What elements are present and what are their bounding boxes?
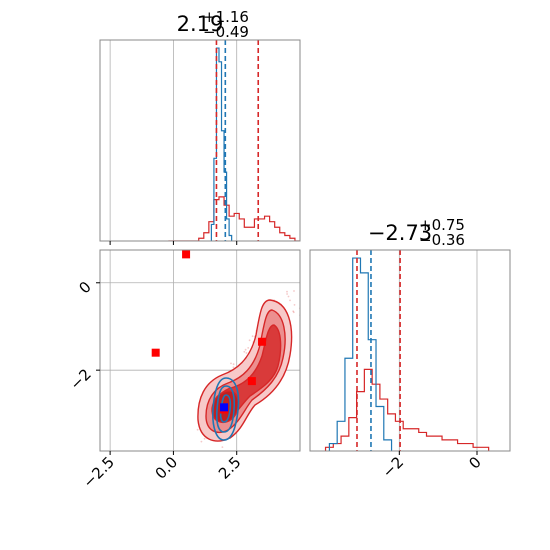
- quantile-lines: [356, 250, 401, 451]
- sample-point: [221, 446, 224, 448]
- sample-point: [287, 295, 290, 298]
- sample-point: [289, 299, 291, 302]
- blue-marker: [220, 403, 229, 412]
- title-minus-error: −0.49: [203, 23, 249, 41]
- sample-point: [243, 350, 246, 353]
- title-value: 2.19: [177, 12, 224, 36]
- parameter-markers: [151, 250, 267, 414]
- x-tick-label: −2.5: [79, 453, 117, 491]
- sample-point: [200, 440, 203, 443]
- red-marker: [247, 377, 256, 386]
- panel-title: −2.73: [368, 221, 432, 245]
- axes-frame: [99, 249, 301, 452]
- x-ticks: −2 0: [379, 451, 485, 481]
- y-tick-label: −2: [66, 365, 94, 393]
- grid: [398, 250, 478, 451]
- hist-top-left-panel: 2.19 +1.16 −0.49: [99, 8, 301, 245]
- grid: [109, 40, 238, 241]
- sample-point: [286, 290, 288, 293]
- hist-bottom-right-panel: −2 0 −2.73 +0.75 −0.36: [309, 216, 511, 481]
- sample-point: [292, 310, 295, 313]
- quantile-lines: [215, 40, 260, 241]
- axes-frame: [99, 39, 301, 242]
- blue-histogram: [210, 47, 233, 241]
- axes-frame: [309, 249, 511, 452]
- y-tick-label: 0: [75, 278, 94, 297]
- red-histogram: [324, 368, 490, 451]
- sample-point: [247, 347, 250, 349]
- blue-contour-outer: [212, 377, 240, 441]
- sample-point: [292, 311, 295, 314]
- sample-point: [248, 339, 251, 342]
- sample-point: [232, 363, 235, 366]
- sample-point: [293, 304, 296, 306]
- red-histogram: [168, 196, 300, 241]
- x-tick-label: 2.5: [215, 453, 245, 483]
- title-value: −2.73: [368, 221, 432, 245]
- contour-bottom-left-panel: −2.5 0.0 2.5 0 −2: [66, 249, 301, 492]
- x-tick-label: −2: [379, 453, 407, 481]
- sample-point: [251, 335, 254, 338]
- x-tick-label: 0.0: [152, 453, 182, 483]
- title-minus-error: −0.36: [419, 231, 465, 249]
- sample-point: [203, 437, 206, 440]
- title-plus-error: +0.75: [419, 216, 465, 234]
- sample-point: [244, 348, 247, 351]
- blue-contour-mid: [215, 385, 236, 433]
- sample-point: [286, 293, 288, 295]
- sample-point: [293, 290, 295, 292]
- title-plus-error: +1.16: [203, 8, 249, 26]
- x-ticks: −2.5 0.0 2.5: [79, 451, 245, 492]
- sample-point: [230, 362, 232, 365]
- red-marker: [258, 337, 267, 346]
- x-ticks: [109, 241, 238, 245]
- blue-histogram: [328, 257, 393, 451]
- sample-point: [232, 366, 235, 369]
- panel-title: 2.19: [177, 12, 224, 36]
- sample-point: [245, 352, 248, 354]
- red-marker: [182, 250, 191, 259]
- y-ticks: 0 −2: [66, 278, 100, 394]
- red-marker: [151, 348, 160, 357]
- x-tick-label: 0: [465, 453, 484, 472]
- sample-point: [196, 428, 199, 431]
